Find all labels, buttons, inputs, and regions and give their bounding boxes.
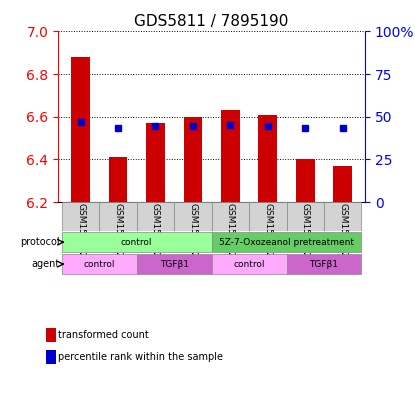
FancyBboxPatch shape (62, 202, 99, 234)
FancyBboxPatch shape (286, 254, 361, 274)
Title: GDS5811 / 7895190: GDS5811 / 7895190 (134, 14, 289, 29)
Bar (146, 123, 165, 202)
Bar (259, 115, 277, 202)
Text: TGFβ1: TGFβ1 (160, 260, 189, 269)
Text: GSM1586720: GSM1586720 (76, 204, 85, 264)
Text: GSM1586721: GSM1586721 (226, 204, 235, 264)
Bar (183, 117, 202, 202)
Text: GSM1586723: GSM1586723 (301, 204, 310, 264)
FancyBboxPatch shape (212, 254, 286, 274)
Text: GSM1586724: GSM1586724 (114, 204, 122, 264)
Text: GSM1586722: GSM1586722 (151, 204, 160, 264)
Bar (333, 166, 352, 202)
FancyBboxPatch shape (212, 232, 361, 252)
Text: control: control (121, 238, 152, 247)
Text: control: control (233, 260, 265, 269)
Text: agent: agent (32, 259, 60, 269)
FancyBboxPatch shape (174, 202, 212, 234)
Text: TGFβ1: TGFβ1 (310, 260, 339, 269)
Bar (221, 110, 240, 202)
Text: 5Z-7-Oxozeanol pretreatment: 5Z-7-Oxozeanol pretreatment (219, 238, 354, 247)
Bar (71, 57, 90, 202)
FancyBboxPatch shape (212, 202, 249, 234)
Text: GSM1586727: GSM1586727 (338, 204, 347, 264)
Text: percentile rank within the sample: percentile rank within the sample (58, 352, 223, 362)
FancyBboxPatch shape (99, 202, 137, 234)
FancyBboxPatch shape (137, 254, 212, 274)
Bar (109, 157, 127, 202)
Text: GSM1586726: GSM1586726 (188, 204, 198, 264)
FancyBboxPatch shape (324, 202, 361, 234)
Text: control: control (83, 260, 115, 269)
Text: transformed count: transformed count (58, 330, 149, 340)
Bar (296, 159, 315, 202)
FancyBboxPatch shape (137, 202, 174, 234)
FancyBboxPatch shape (62, 254, 137, 274)
Text: GSM1586725: GSM1586725 (264, 204, 272, 264)
FancyBboxPatch shape (286, 202, 324, 234)
Text: protocol: protocol (20, 237, 60, 247)
FancyBboxPatch shape (62, 232, 212, 252)
FancyBboxPatch shape (249, 202, 286, 234)
